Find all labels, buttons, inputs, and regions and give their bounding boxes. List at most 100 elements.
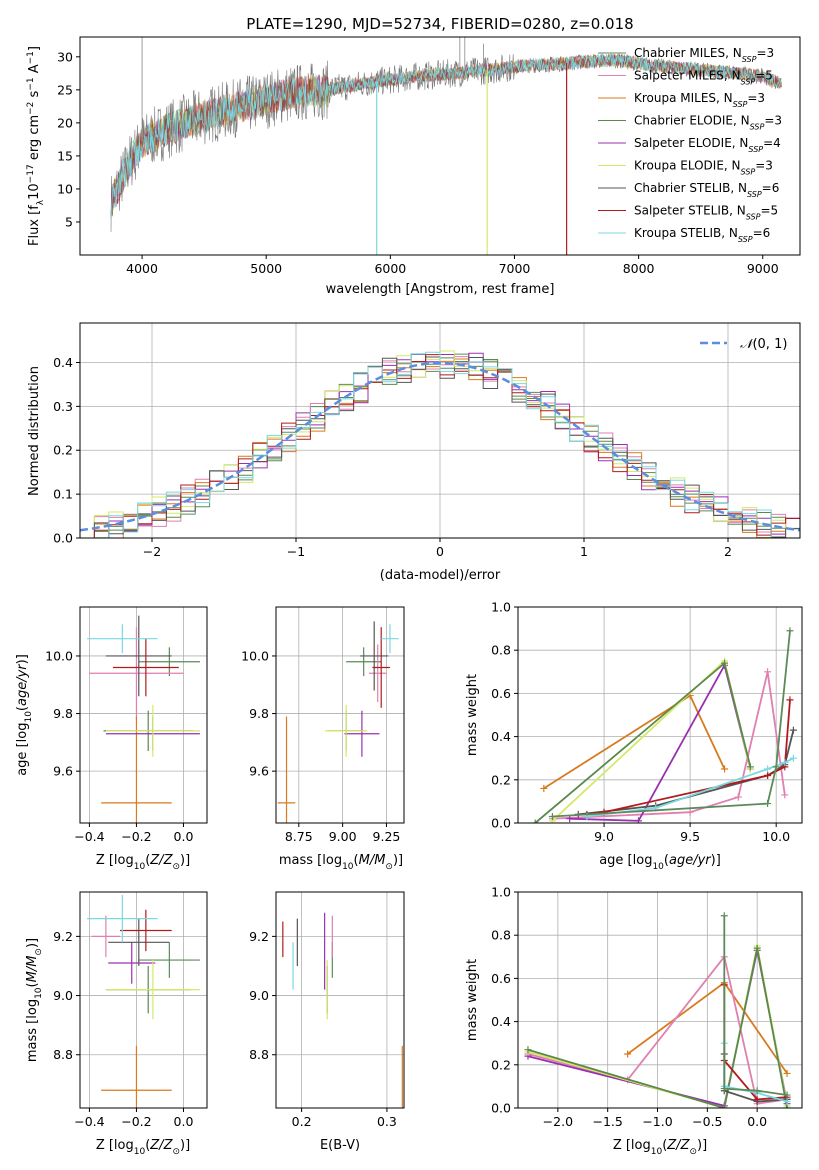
weight-vs-age-series-marker bbox=[764, 668, 772, 676]
age-vs-z-errorbar-point bbox=[138, 647, 200, 677]
weight-vs-age-series-marker bbox=[786, 627, 794, 635]
residuals-y-tick-label: 0.0 bbox=[53, 531, 73, 546]
weight-vs-age-series-marker bbox=[540, 784, 548, 792]
weight-vs-z-x-label-part: ⊙ bbox=[689, 1147, 697, 1157]
weight-vs-z-series-marker bbox=[624, 1050, 632, 1058]
weight-vs-age-plot-area bbox=[518, 607, 802, 823]
weight-vs-age-x-tick-label: 9.0 bbox=[594, 829, 614, 844]
age-vs-z-x-label-part: ( bbox=[145, 853, 150, 868]
mass-vs-z-y-label-part: 10 bbox=[34, 987, 44, 999]
residuals-y-tick-label: 0.2 bbox=[53, 443, 73, 458]
weight-vs-z-x-label: Z [log10(Z/Z⊙)] bbox=[613, 1138, 707, 1157]
spectrum-legend-label: Kroupa ELODIE, NSSP=3 bbox=[634, 159, 773, 177]
residual-histogram-step bbox=[80, 350, 800, 538]
gaussian-reference-curve bbox=[80, 361, 800, 532]
spectrum-x-tick-label: 8000 bbox=[623, 261, 655, 276]
spectrum-y-label-part: Flux [f bbox=[27, 205, 42, 246]
spectrum-y-label-part: −17 bbox=[26, 164, 36, 183]
residuals-y-label: Normed distribution bbox=[27, 366, 42, 496]
legend-nssp-value: =5 bbox=[760, 204, 778, 218]
age-vs-z-y-label-part: ( bbox=[15, 706, 30, 711]
weight-vs-z-series-marker bbox=[783, 1069, 791, 1077]
mass-vs-z-errorbar-point bbox=[91, 915, 120, 958]
age-vs-mass-frame bbox=[275, 606, 405, 824]
mass-vs-z-x-label: Z [log10(Z/Z⊙)] bbox=[96, 1138, 190, 1157]
legend-model-name: Chabrier STELIB, N bbox=[634, 181, 747, 195]
age-vs-z-x-tick-label: 0.0 bbox=[174, 829, 194, 844]
weight-vs-z-x-label-part: )] bbox=[697, 1138, 707, 1153]
weight-vs-z-y-label: mass weight bbox=[465, 959, 480, 1041]
spectrum-y-label-part: s bbox=[27, 90, 42, 101]
age-vs-mass-errorbar-point bbox=[360, 621, 389, 691]
age-vs-z-y-tick-label: 9.8 bbox=[53, 706, 73, 721]
weight-vs-age-series-marker bbox=[781, 791, 789, 799]
weight-vs-z-y-tick-label: 0.0 bbox=[491, 1101, 511, 1116]
age-vs-z-errorbar-point bbox=[112, 638, 179, 697]
spectrum-y-tick-label: 25 bbox=[57, 82, 73, 97]
legend-ssp-subscript: SSP bbox=[738, 235, 753, 244]
age-vs-z-y-label-part: 10 bbox=[24, 711, 34, 723]
weight-vs-age-series-marker bbox=[789, 754, 797, 762]
weight-vs-z-x-tick-label: −1.5 bbox=[593, 1114, 623, 1129]
age-vs-z-x-label-part: Z/Z bbox=[149, 853, 173, 868]
weight-vs-z-axes: −2.0 −1.5 −1.0 −0.5 0.0 0.0 0.2 0.4 0.6 0.8 1.0 bbox=[491, 885, 803, 1129]
spectrum-legend-label: Kroupa STELIB, NSSP=6 bbox=[634, 226, 770, 244]
mass-vs-z-x-tick-label: 0.0 bbox=[174, 1114, 194, 1129]
legend-model-name: Kroupa MILES, N bbox=[634, 91, 733, 105]
weight-vs-z-x-label-part: Z/Z bbox=[666, 1138, 690, 1153]
spectrum-legend-label: Chabrier ELODIE, NSSP=3 bbox=[634, 114, 782, 132]
weight-vs-age-series-line bbox=[534, 661, 752, 823]
weight-vs-z-series-line bbox=[723, 915, 788, 1096]
residuals-y-tick-label: 0.3 bbox=[53, 399, 73, 414]
spectrum-axes: 4000 5000 6000 7000 8000 9000 5 10 15 20 25 30 bbox=[57, 36, 801, 276]
age-vs-z-axes: −0.4 −0.2 0.0 9.6 9.8 10.0 bbox=[45, 606, 208, 844]
spectrum-x-tick-label: 7000 bbox=[499, 261, 531, 276]
mass-vs-z-frame bbox=[79, 891, 208, 1109]
mass-vs-z-y-label-part: ( bbox=[25, 982, 40, 987]
weight-vs-z-y-tick-label: 0.6 bbox=[491, 971, 511, 986]
weight-vs-z-plot-area bbox=[518, 892, 802, 1108]
age-vs-z-y-tick-label: 9.6 bbox=[53, 764, 73, 779]
weight-vs-z-series-marker bbox=[720, 1085, 728, 1093]
weight-vs-age-series-marker bbox=[721, 659, 729, 667]
mass-vs-ebv-axes: 0.2 0.3 8.8 9.0 9.2 bbox=[249, 891, 405, 1129]
spectrum-legend-label: Salpeter STELIB, NSSP=5 bbox=[634, 204, 778, 222]
mass-vs-z-y-tick-label: 8.8 bbox=[53, 1047, 73, 1062]
gaussian-legend-label-part: (0, 1) bbox=[752, 337, 787, 352]
residual-histogram-step bbox=[80, 352, 800, 538]
weight-vs-z-series-line bbox=[527, 948, 788, 1108]
mass-vs-z-x-label-part: Z [log bbox=[96, 1138, 134, 1153]
age-vs-mass-x-tick-label: 9.25 bbox=[373, 829, 401, 844]
residual-histogram-step bbox=[80, 356, 800, 538]
legend-ssp-subscript: SSP bbox=[733, 100, 748, 109]
mass-vs-ebv-frame bbox=[275, 891, 405, 1109]
legend-ssp-subscript: SSP bbox=[741, 77, 756, 86]
legend-model-name: Chabrier ELODIE, N bbox=[634, 114, 750, 128]
weight-vs-z-series-marker bbox=[783, 1098, 791, 1106]
weight-vs-age-series-marker bbox=[746, 763, 754, 771]
spectrum-y-tick-label: 30 bbox=[57, 49, 73, 64]
legend-ssp-subscript: SSP bbox=[741, 167, 756, 176]
weight-vs-z-x-tick-label: 0.0 bbox=[747, 1114, 767, 1129]
spectrum-y-label-part: −1 bbox=[26, 51, 36, 64]
age-vs-z-y-label-part: age/yr bbox=[15, 663, 30, 706]
weight-vs-age-x-label-part: age [log bbox=[599, 853, 652, 868]
age-vs-mass-y-tick-label: 9.8 bbox=[249, 706, 269, 721]
age-vs-mass-x-label-part: ⊙ bbox=[385, 862, 393, 872]
mass-vs-ebv-y-tick-label: 9.0 bbox=[249, 988, 269, 1003]
spectrum-y-label-part: λ bbox=[36, 199, 46, 205]
residuals-x-tick-label: −2 bbox=[143, 544, 161, 559]
spectrum-frame bbox=[79, 36, 801, 256]
age-vs-z-x-label: Z [log10(Z/Z⊙)] bbox=[96, 853, 190, 872]
age-vs-mass-x-tick-label: 8.75 bbox=[285, 829, 313, 844]
weight-vs-z-x-label-part: Z [log bbox=[613, 1138, 651, 1153]
age-vs-mass-errorbar-point bbox=[346, 647, 382, 677]
weight-vs-age-series-line bbox=[569, 662, 752, 822]
mass-vs-z-y-label-part: mass [log bbox=[25, 999, 40, 1062]
residuals-x-tick-label: 0 bbox=[436, 544, 444, 559]
mass-vs-z-y-tick-label: 9.0 bbox=[53, 988, 73, 1003]
age-vs-mass-x-label: mass [log10(M/M⊙)] bbox=[279, 853, 403, 872]
spectrum-y-label-part: −1 bbox=[26, 77, 36, 90]
weight-vs-age-series-marker bbox=[781, 759, 789, 767]
